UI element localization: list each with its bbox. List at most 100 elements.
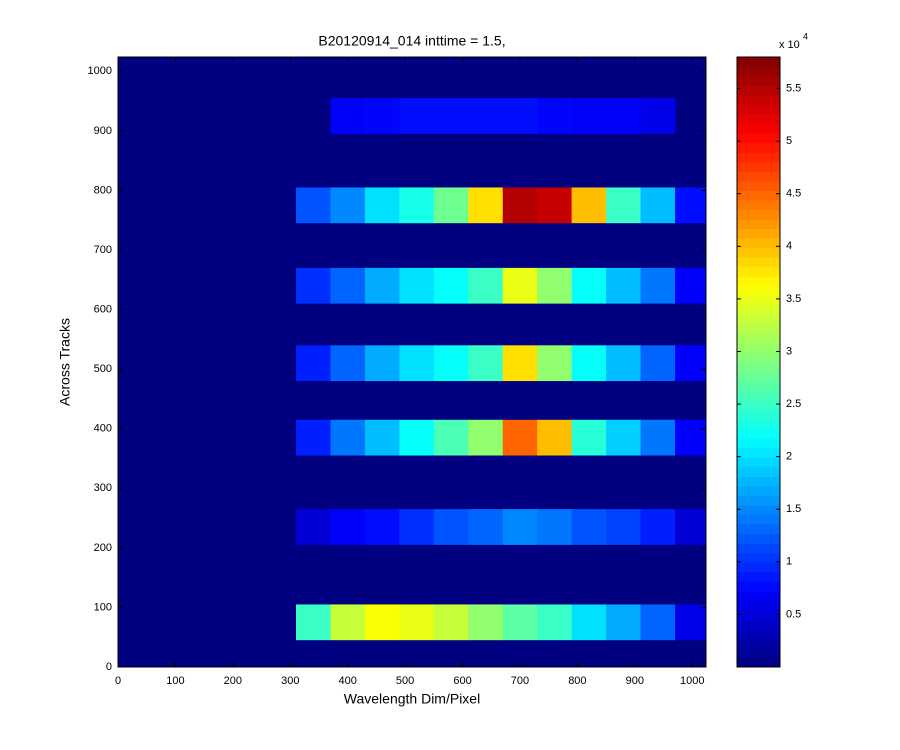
heat-cell [674,419,707,456]
colorbar-cell [737,66,780,77]
colorbar-cell [737,104,780,115]
x-tick-label: 900 [626,675,644,687]
y-tick-label: 700 [94,244,112,256]
colorbar-cell [737,362,780,373]
x-tick-label: 400 [339,675,357,687]
y-tick-label: 300 [94,482,112,494]
heat-cell [537,604,573,641]
heat-cell [537,187,573,224]
colorbar-cell [737,409,780,420]
colorbar-cell [737,76,780,87]
heat-cell [330,509,366,545]
heat-cell [399,509,435,545]
heat-cell [537,267,573,304]
colorbar-cell [737,228,780,239]
colorbar-cell [737,581,780,592]
heat-cell [571,267,607,304]
heat-cell [296,187,331,224]
x-tick-label: 100 [166,675,184,687]
y-tick-label: 100 [94,601,112,613]
heat-cell [606,345,642,382]
colorbar-cell [737,485,780,496]
heat-cell [468,419,504,456]
colorbar-cell [737,552,780,563]
heat-cell [571,509,607,545]
y-tick-label: 900 [94,125,112,137]
colorbar-cell [737,342,780,353]
heat-cell [640,509,676,545]
heat-cell [330,419,366,456]
colorbar-cell [737,295,780,306]
colorbar-cell [737,628,780,639]
heat-cell [468,267,504,304]
colorbar-cell [737,323,780,334]
x-tick-label: 500 [396,675,414,687]
heat-cell [468,345,504,382]
heat-cell [502,419,538,456]
colorbar-cell [737,152,780,163]
heat-cell [364,509,400,545]
colorbar-cell [737,447,780,458]
colorbar-cell [737,161,780,172]
heat-cell [296,419,331,456]
y-tick-label: 0 [106,661,112,673]
colorbar-cell [737,180,780,191]
heat-cell [433,98,469,134]
colorbar-cell [737,428,780,439]
heat-cell [330,98,366,134]
heat-cell [502,345,538,382]
colorbar-cell [737,133,780,144]
heat-cell [606,509,642,545]
colorbar-tick-label: 0.5 [786,608,801,620]
heat-cell [399,419,435,456]
colorbar-cell [737,199,780,210]
x-tick-label: 600 [453,675,471,687]
chart-title: B20120914_014 inttime = 1.5, [318,33,505,49]
heat-cell [640,267,676,304]
colorbar-tick-label: 3.5 [786,293,801,305]
heat-cell [571,345,607,382]
colorbar-cell [737,142,780,153]
heat-cell [364,419,400,456]
colorbar-cell [737,219,780,230]
heat-cell [606,187,642,224]
colorbar-cell [737,657,780,668]
colorbar-tick-label: 5 [786,135,792,147]
colorbar-cell [737,352,780,363]
colorbar-cell [737,457,780,468]
colorbar-cell [737,114,780,125]
colorbar-tick-label: 3 [786,345,792,357]
colorbar-multiplier: x 10 [779,39,800,51]
colorbar-cell [737,514,780,525]
heat-cell [606,604,642,641]
colorbar-cell [737,57,780,68]
colorbar-cell [737,600,780,611]
colorbar-cell [737,562,780,573]
heat-cell [502,98,538,134]
heat-cell [640,187,676,224]
colorbar-cell [737,247,780,258]
x-tick-label: 1000 [680,675,704,687]
colorbar-cell [737,504,780,515]
colorbar-cell [737,476,780,487]
colorbar-cell [737,543,780,554]
heat-cell [537,419,573,456]
heat-cell [674,345,707,382]
heat-cell [433,509,469,545]
colorbar-cell [737,95,780,106]
heat-cell [502,267,538,304]
colorbar-cell [737,285,780,296]
x-tick-label: 800 [568,675,586,687]
heat-cell [674,267,707,304]
colorbar-cell [737,438,780,449]
colorbar-cell [737,590,780,601]
heat-cell [640,604,676,641]
colorbar-cell [737,190,780,201]
colorbar-tick-label: 4 [786,240,792,252]
colorbar-cell [737,238,780,249]
colorbar-cell [737,466,780,477]
x-tick-label: 300 [281,675,299,687]
heat-cell [296,267,331,304]
colorbar-cell [737,276,780,287]
